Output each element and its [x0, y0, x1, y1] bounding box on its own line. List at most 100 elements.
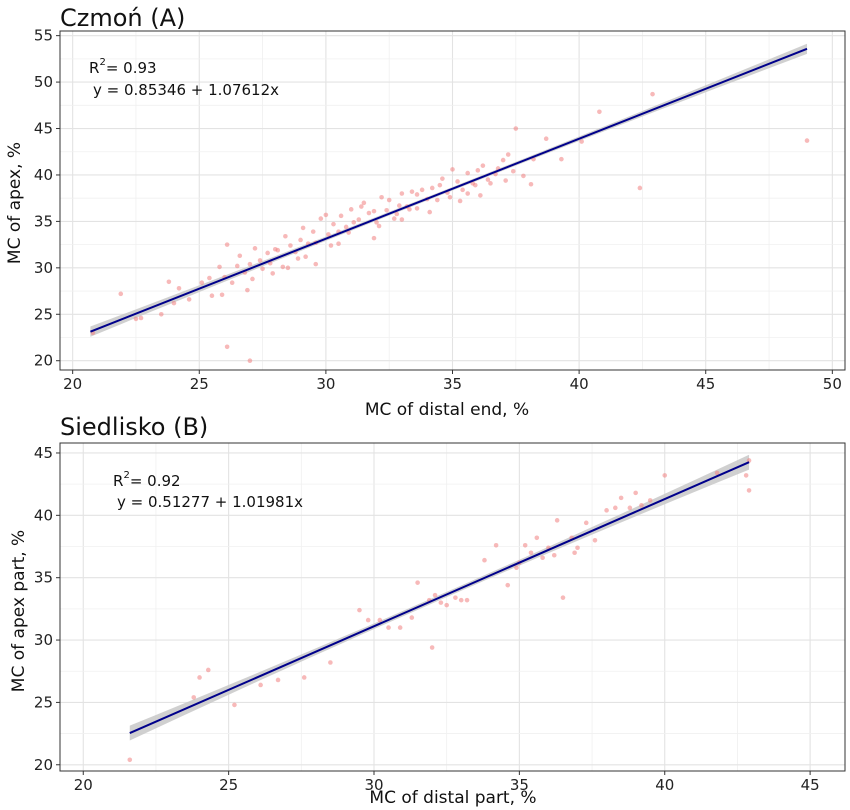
data-point — [127, 757, 133, 763]
x-axis-title: MC of distal part, % — [369, 788, 536, 808]
y-tick-label: 50 — [34, 73, 53, 91]
x-tick-label: 20 — [63, 375, 82, 393]
data-point — [247, 358, 253, 364]
y-tick-label: 30 — [34, 259, 53, 277]
data-point — [407, 207, 412, 212]
y-tick-label: 30 — [34, 631, 53, 649]
data-point — [455, 179, 460, 184]
y-tick-label: 35 — [34, 569, 53, 587]
data-point — [460, 187, 465, 193]
data-point — [493, 542, 499, 548]
data-point — [346, 230, 351, 235]
data-point — [258, 682, 263, 688]
data-point — [510, 168, 516, 174]
data-point — [804, 138, 810, 143]
data-point — [207, 275, 212, 281]
data-point — [480, 163, 486, 168]
data-point — [270, 271, 276, 276]
data-point — [746, 488, 752, 493]
data-point — [534, 535, 540, 541]
data-point — [310, 229, 316, 234]
data-point — [409, 189, 415, 194]
axis-ticks: 20 25 30 35 40 45 50 20 25 30 35 40 45 50 55 — [34, 27, 842, 393]
data-point — [219, 292, 225, 298]
data-point — [343, 224, 349, 230]
data-point — [522, 542, 528, 548]
data-point — [528, 550, 534, 556]
data-point — [521, 173, 526, 179]
data-point — [138, 315, 144, 321]
r-squared-superscript: 2 — [123, 470, 129, 481]
y-axis-title: MC of apex, % — [5, 142, 25, 264]
x-tick-label: 30 — [316, 375, 335, 393]
data-point — [371, 235, 377, 241]
data-point — [551, 552, 557, 558]
data-point — [257, 258, 263, 263]
data-point — [374, 220, 379, 225]
data-point — [252, 246, 258, 251]
data-point — [205, 667, 211, 673]
data-point — [465, 170, 470, 176]
data-point — [303, 254, 308, 259]
x-tick-label: 45 — [801, 776, 820, 794]
data-point — [361, 200, 367, 206]
data-point — [283, 233, 288, 239]
r-squared-annotation: R2= 0.92 — [113, 470, 181, 490]
data-point — [232, 702, 237, 708]
data-point — [295, 256, 301, 261]
data-point — [500, 157, 506, 163]
data-point — [351, 220, 357, 225]
data-point — [414, 206, 420, 211]
data-point — [633, 490, 638, 496]
data-point — [336, 241, 341, 246]
data-point — [260, 266, 265, 272]
data-point — [743, 473, 749, 478]
r-squared-prefix: R — [113, 472, 123, 490]
data-point — [559, 156, 564, 162]
data-point — [597, 109, 602, 115]
data-point — [592, 537, 598, 543]
data-point — [275, 247, 281, 253]
data-point — [437, 182, 443, 188]
data-point — [318, 216, 324, 221]
y-tick-label: 40 — [34, 166, 53, 184]
x-tick-label: 25 — [219, 776, 238, 794]
data-point — [429, 645, 435, 650]
data-point — [444, 602, 449, 608]
data-point — [482, 557, 487, 563]
data-point — [224, 242, 230, 247]
y-tick-label: 55 — [34, 27, 53, 45]
y-tick-label: 45 — [34, 120, 53, 138]
axis-ticks: 20 25 30 35 40 45 20 25 30 35 40 45 — [34, 444, 820, 794]
data-point — [384, 207, 389, 213]
data-point — [457, 198, 463, 204]
data-point — [391, 216, 397, 221]
x-axis-title: MC of distal end, % — [365, 400, 529, 420]
data-point — [435, 197, 440, 203]
data-points — [90, 91, 810, 364]
data-point — [540, 555, 545, 561]
data-point — [376, 223, 382, 229]
data-point — [583, 520, 589, 526]
data-point — [199, 280, 205, 285]
data-point — [250, 276, 255, 282]
data-point — [419, 187, 425, 193]
x-tick-label: 40 — [570, 375, 589, 393]
r-squared-annotation: R2= 0.93 — [89, 57, 157, 77]
data-point — [326, 232, 331, 237]
r-squared-value: = 0.93 — [106, 59, 157, 77]
data-point — [186, 297, 192, 302]
data-point — [397, 203, 402, 208]
y-tick-label: 25 — [34, 693, 53, 711]
r-squared-prefix: R — [89, 59, 99, 77]
data-point — [453, 595, 458, 600]
data-point — [604, 508, 609, 513]
data-point — [414, 192, 420, 197]
data-point — [662, 473, 668, 478]
data-point — [356, 217, 362, 222]
data-point — [514, 565, 519, 571]
data-point — [275, 677, 281, 683]
data-point — [224, 344, 230, 350]
data-point — [505, 582, 511, 588]
